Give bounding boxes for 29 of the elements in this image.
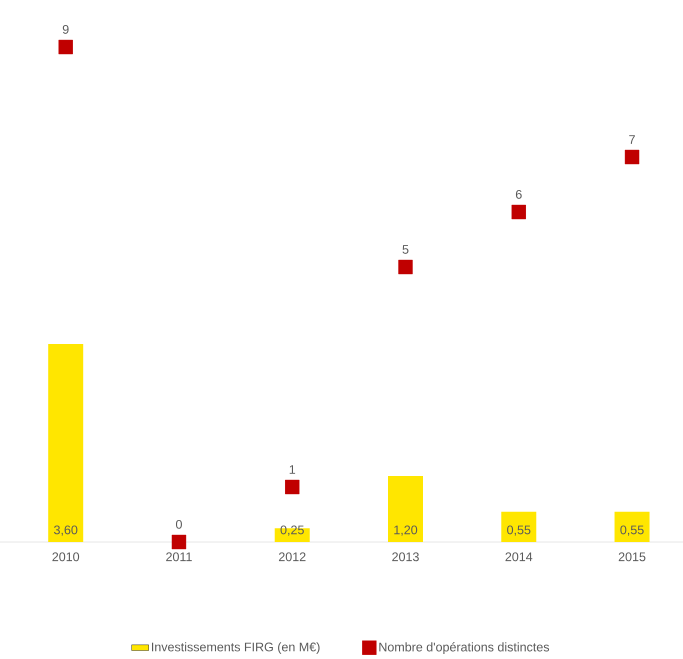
x-tick-label: 2013 [392, 552, 419, 562]
bar [48, 344, 84, 542]
point [172, 534, 186, 550]
data-label: 1 [290, 465, 296, 474]
data-label: 0,25 [280, 525, 304, 536]
bar [501, 512, 536, 542]
bar [388, 476, 423, 542]
x-tick-label: 2012 [278, 552, 306, 562]
data-label: 0,55 [620, 525, 644, 536]
bar [614, 512, 650, 542]
legend-label: Nombre d'opérations distinctes [379, 642, 550, 654]
data-label: 3,60 [54, 525, 78, 536]
data-label: 9 [62, 24, 69, 34]
data-label: 5 [402, 245, 408, 254]
data-label: 6 [516, 190, 522, 199]
x-tick-label: 2011 [166, 552, 192, 562]
point [512, 204, 526, 220]
point [398, 260, 413, 274]
x-tick-label: 2014 [505, 552, 532, 562]
point [285, 480, 300, 494]
point [624, 150, 640, 164]
data-label: 7 [629, 135, 635, 144]
data-label: 1,20 [394, 525, 418, 536]
data-label: 0 [176, 520, 182, 529]
legend-label: Investissements FIRG (en M€) [152, 642, 320, 654]
point [58, 40, 73, 54]
x-tick-label: 2010 [52, 552, 80, 562]
data-label: 0,55 [507, 525, 530, 536]
x-tick-label: 2015 [618, 552, 646, 562]
